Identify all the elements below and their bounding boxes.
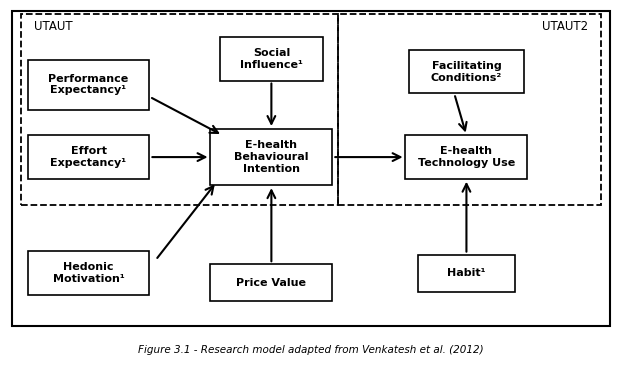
FancyBboxPatch shape — [210, 129, 332, 185]
Text: Price Value: Price Value — [236, 278, 307, 288]
Text: UTAUT2: UTAUT2 — [542, 20, 588, 33]
FancyBboxPatch shape — [27, 135, 149, 179]
Text: Social
Influence¹: Social Influence¹ — [240, 48, 303, 70]
FancyBboxPatch shape — [418, 254, 515, 292]
FancyBboxPatch shape — [220, 37, 323, 81]
Text: Performance
Expectancy¹: Performance Expectancy¹ — [49, 74, 129, 96]
FancyBboxPatch shape — [406, 135, 527, 179]
Text: E-health
Behavioural
Intention: E-health Behavioural Intention — [234, 141, 309, 174]
Text: Effort
Expectancy¹: Effort Expectancy¹ — [50, 146, 126, 168]
FancyBboxPatch shape — [210, 264, 332, 301]
Text: E-health
Technology Use: E-health Technology Use — [418, 146, 515, 168]
FancyBboxPatch shape — [27, 60, 149, 109]
Text: Hedonic
Motivation¹: Hedonic Motivation¹ — [53, 262, 124, 284]
Text: Habit¹: Habit¹ — [447, 268, 486, 278]
Text: Facilitating
Conditions²: Facilitating Conditions² — [431, 61, 502, 83]
FancyBboxPatch shape — [27, 251, 149, 295]
Text: Figure 3.1 - Research model adapted from Venkatesh et al. (2012): Figure 3.1 - Research model adapted from… — [138, 345, 484, 355]
FancyBboxPatch shape — [409, 50, 524, 93]
Text: UTAUT: UTAUT — [34, 20, 72, 33]
